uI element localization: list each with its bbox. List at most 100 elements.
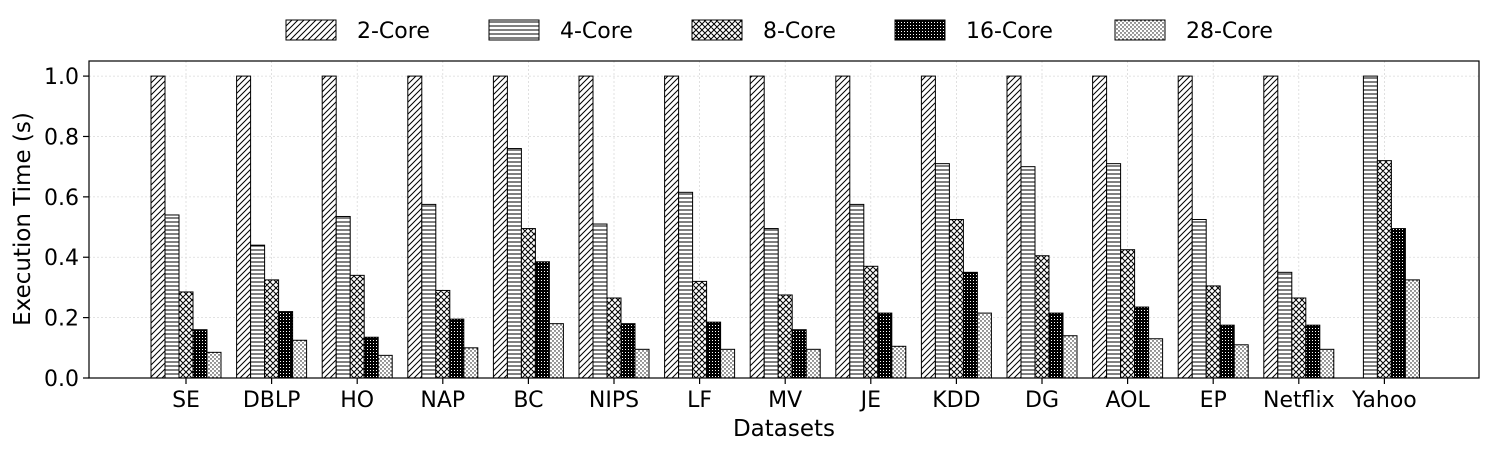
x-axis: SE DBLP HO NAP BC NIPS LF MV JE KDD DG AOL EP Netflix… (172, 378, 1417, 413)
bar-8-Core-Yahoo (1376, 160, 1392, 379)
bar-16-Core-NAP (449, 318, 465, 379)
bar-8-Core-AOL (1120, 249, 1136, 379)
bar-28-Core-HO (377, 354, 393, 379)
bar-4-Core-Yahoo (1362, 75, 1378, 379)
legend-swatch-8-Core (691, 19, 743, 41)
bar-4-Core-NIPS (592, 223, 608, 379)
legend-label: 28-Core (1186, 19, 1273, 44)
bar-8-Core-HO (349, 274, 365, 379)
legend-swatch-28-Core (1114, 19, 1166, 41)
x-tick-label: HO (340, 388, 374, 413)
bar-4-Core-SE (164, 214, 180, 379)
y-tick-label: 0.4 (44, 246, 79, 271)
bar-16-Core-KDD (962, 271, 978, 379)
bar-2-Core-AOL (1092, 75, 1108, 379)
bar-28-Core-AOL (1148, 338, 1164, 379)
bar-4-Core-BC (506, 148, 522, 379)
bar-28-Core-KDD (976, 312, 992, 379)
bar-4-Core-LF (678, 191, 694, 379)
y-tick-label: 0.0 (44, 367, 79, 392)
plot-frame (88, 60, 1480, 379)
bar-8-Core-EP (1205, 285, 1221, 379)
bar-8-Core-LF (692, 280, 708, 379)
x-tick-label: NAP (420, 388, 465, 413)
x-tick-label: Netflix (1263, 388, 1335, 413)
bar-8-Core-KDD (948, 219, 964, 379)
bar-8-Core-NAP (435, 289, 451, 379)
y-axis: 0.0 0.2 0.4 0.6 0.8 1.0 (44, 65, 89, 392)
legend: 2-Core 4-Core 8-Core 16-Core 28-Core (285, 19, 1273, 44)
bar-2-Core-Netflix (1263, 75, 1279, 379)
x-tick-label: JE (859, 388, 881, 413)
bar-16-Core-BC (534, 261, 550, 379)
bar-2-Core-HO (321, 75, 337, 379)
x-tick-label: DBLP (243, 388, 301, 413)
legend-swatch-16-Core (894, 19, 946, 41)
legend-swatch-4-Core (488, 19, 540, 41)
bar-16-Core-Yahoo (1390, 228, 1406, 379)
bar-4-Core-EP (1191, 219, 1207, 379)
bar-16-Core-SE (192, 329, 208, 379)
bar-2-Core-BC (492, 75, 508, 379)
bar-16-Core-HO (363, 336, 379, 379)
bar-16-Core-EP (1219, 324, 1235, 379)
bar-28-Core-NAP (463, 347, 479, 379)
y-tick-label: 0.2 (44, 307, 79, 332)
bar-16-Core-LF (706, 321, 722, 379)
bar-4-Core-DG (1020, 166, 1036, 379)
x-axis-label: Datasets (733, 416, 835, 442)
bar-8-Core-SE (178, 291, 194, 379)
bar-16-Core-JE (877, 312, 893, 379)
x-tick-label: BC (513, 388, 543, 413)
bar-16-Core-DG (1048, 312, 1064, 379)
x-tick-label: MV (768, 388, 802, 413)
bar-28-Core-EP (1233, 344, 1249, 379)
bar-4-Core-MV (763, 228, 779, 379)
bar-4-Core-JE (849, 203, 865, 379)
x-tick-label: EP (1200, 388, 1227, 413)
x-tick-label: NIPS (589, 388, 639, 413)
x-tick-label: Yahoo (1351, 388, 1417, 413)
bar-28-Core-BC (548, 323, 564, 379)
bar-2-Core-JE (835, 75, 851, 379)
bar-28-Core-NIPS (634, 348, 650, 379)
bar-4-Core-KDD (934, 163, 950, 379)
bar-16-Core-DBLP (278, 311, 294, 379)
bar-16-Core-AOL (1134, 306, 1150, 379)
bar-28-Core-JE (891, 345, 907, 379)
legend-label: 2-Core (357, 19, 430, 44)
legend-label: 4-Core (560, 19, 633, 44)
bar-8-Core-MV (777, 294, 793, 379)
bar-8-Core-DBLP (264, 279, 280, 379)
bar-2-Core-NIPS (578, 75, 594, 379)
bar-8-Core-BC (520, 228, 536, 379)
bar-28-Core-MV (805, 348, 821, 379)
bar-16-Core-Netflix (1305, 324, 1321, 379)
bar-4-Core-NAP (421, 203, 437, 379)
bar-16-Core-NIPS (620, 323, 636, 379)
legend-label: 8-Core (763, 19, 836, 44)
bar-2-Core-KDD (920, 75, 936, 379)
bar-2-Core-DBLP (236, 75, 252, 379)
bar-28-Core-SE (206, 351, 222, 379)
y-tick-label: 1.0 (44, 65, 79, 90)
bar-8-Core-DG (1034, 255, 1050, 379)
bar-28-Core-DG (1062, 335, 1078, 379)
x-tick-label: AOL (1105, 388, 1150, 413)
bar-28-Core-DBLP (292, 339, 308, 379)
bar-16-Core-MV (791, 329, 807, 379)
bar-28-Core-Yahoo (1404, 279, 1420, 379)
y-axis-label: Execution Time (s) (10, 112, 36, 326)
bar-4-Core-Netflix (1277, 271, 1293, 379)
bar-2-Core-LF (664, 75, 680, 379)
legend-swatch-2-Core (285, 19, 337, 41)
x-tick-label: LF (687, 388, 712, 413)
bar-4-Core-DBLP (250, 244, 266, 379)
bar-2-Core-NAP (407, 75, 423, 379)
bar-8-Core-NIPS (606, 297, 622, 379)
y-tick-label: 0.6 (44, 186, 79, 211)
x-tick-label: KDD (932, 388, 980, 413)
bar-2-Core-EP (1177, 75, 1193, 379)
bar-4-Core-HO (335, 215, 351, 379)
